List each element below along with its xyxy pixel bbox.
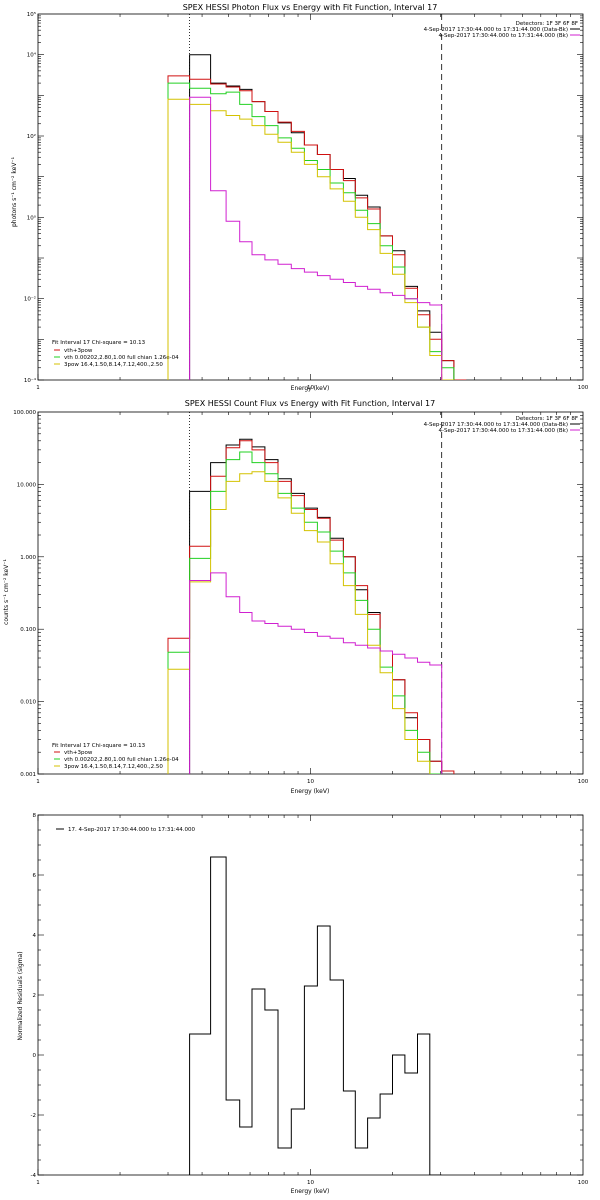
plot-frame [37,13,584,381]
y-tick-label: -4 [31,1173,37,1179]
data-bk-info: 4-Sep-2017 17:30:44.000 to 17:31:44.000 … [424,27,568,33]
detectors-info: Detectors: 1F 3F 6F 8F [516,416,578,422]
plot-frame [37,814,584,1176]
series-0-line [189,438,443,774]
series-4-line [189,572,443,774]
y-tick-label: 10.000 [17,482,37,488]
data-bk-info: 4-Sep-2017 17:30:44.000 to 17:31:44.000 … [424,422,568,428]
x-tick-label: 10 [307,385,314,391]
x-tick-label: 1 [36,1180,40,1186]
y-axis-label: counts s⁻¹ cm⁻² keV⁻¹ [3,559,10,625]
y-tick-label: 0.001 [20,772,36,778]
y-tick-label: 0.010 [20,700,36,706]
y-tick-label: -2 [31,1113,36,1119]
legend-label-yellow: 3pow 16.4,1.50,8.14,7.12,400.,2.50 [64,362,163,368]
y-tick-label: 2 [33,993,37,999]
y-tick-label: 10² [27,133,36,140]
legend-label-green: vth 0.00202,2.80,1.00 full chian 1.26e-0… [64,757,179,763]
y-tick-label: 8 [33,813,37,819]
legend-label-green: vth 0.00202,2.80,1.00 full chian 1.26e-0… [64,355,179,361]
y-axis-label: Normalized Residuals (sigma) [17,951,24,1040]
plot-frame [37,411,584,775]
x-tick-label: 100 [578,1180,589,1186]
y-tick-label: 10⁵ [27,11,36,18]
y-tick-label: 0.100 [20,627,36,633]
x-tick-label: 100 [578,779,589,785]
count-flux-chart: SPEX HESSI Count Flux vs Energy with Fit… [3,399,589,795]
x-axis-label: Energy (keV) [291,1188,330,1195]
y-tick-label: 10⁰ [27,214,37,221]
y-tick-label: 100.000 [13,410,36,416]
series-4-line [189,96,443,380]
series-1-line [167,75,467,380]
y-tick-label: 6 [33,873,37,879]
x-axis-label: Energy (keV) [291,788,330,795]
x-tick-label: 10 [307,779,314,785]
chart-title: SPEX HESSI Photon Flux vs Energy with Fi… [183,3,438,12]
y-tick-label: 0 [33,1053,37,1059]
fit-info: Fit Interval 17 Chi-square = 10.13 [52,743,146,749]
y-tick-label: 10⁴ [27,52,37,59]
y-tick-label: 1.000 [20,555,36,561]
series-2-line [167,451,442,774]
bk-info: 4-Sep-2017 17:30:44.000 to 17:31:44.000 … [439,428,569,434]
fit-info: Fit Interval 17 Chi-square = 10.13 [52,340,146,346]
y-axis-label: photons s⁻¹ cm⁻² keV⁻¹ [11,156,18,227]
residuals-chart: Energy (keV) Normalized Residuals (sigma… [17,813,589,1195]
x-tick-label: 1 [36,779,40,785]
series-0-line [189,54,455,380]
detectors-info: Detectors: 1F 3F 6F 8F [516,21,578,27]
series-3-line [167,471,431,774]
series-3-line [167,98,454,380]
legend-label-red: vth+3pow [64,750,93,756]
legend-label: 17. 4-Sep-2017 17:30:44.000 to 17:31:44.… [68,827,195,833]
photon-flux-chart: SPEX HESSI Photon Flux vs Energy with Fi… [11,3,589,392]
legend-label-yellow: 3pow 16.4,1.50,8.14,7.12,400.,2.50 [64,764,163,770]
x-tick-label: 100 [578,385,589,391]
y-tick-label: 4 [33,933,37,939]
series-0-line [189,856,442,1175]
bk-info: 4-Sep-2017 17:30:44.000 to 17:31:44.000 … [439,33,569,39]
y-tick-label: 10⁻⁴ [24,377,37,384]
x-tick-label: 1 [36,385,40,391]
y-tick-label: 10⁻² [24,296,36,303]
legend-label-red: vth+3pow [64,348,93,354]
x-axis-label: Energy (keV) [291,385,330,392]
x-tick-label: 10 [307,1180,314,1186]
series-1-line [167,440,455,774]
chart-title: SPEX HESSI Count Flux vs Energy with Fit… [185,399,436,408]
